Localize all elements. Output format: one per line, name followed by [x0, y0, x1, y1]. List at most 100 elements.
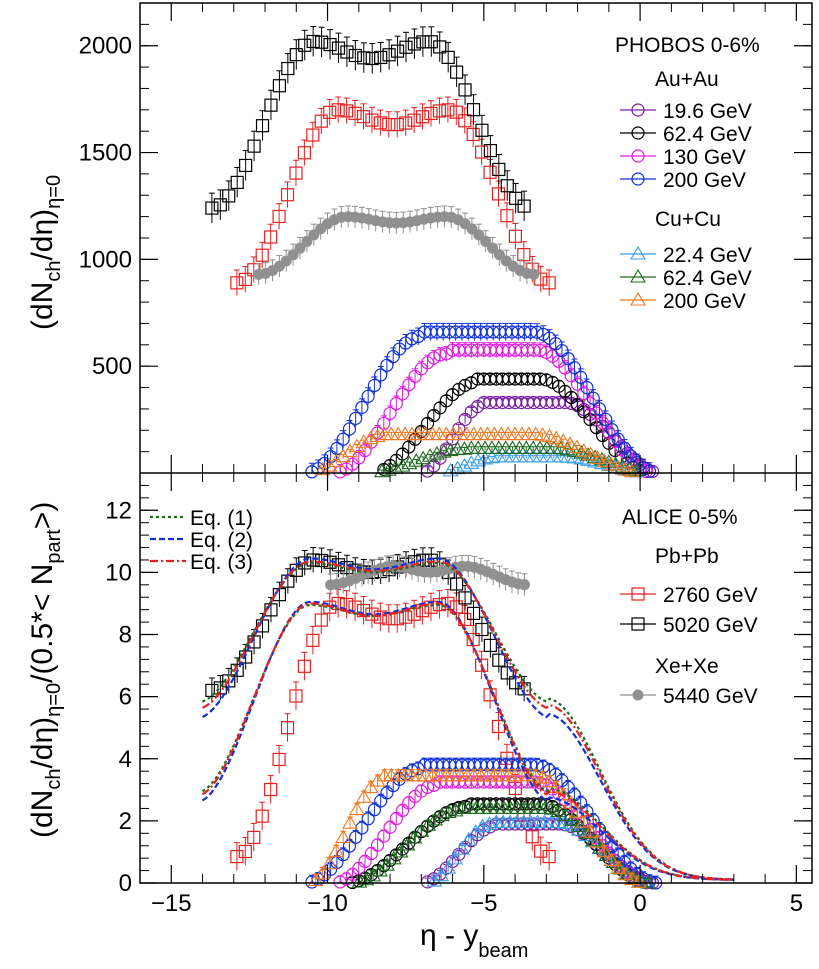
data-point — [328, 843, 345, 857]
data-point — [500, 209, 514, 223]
data-point — [374, 50, 388, 65]
data-point — [298, 38, 312, 52]
data-point — [340, 104, 354, 118]
data-point — [374, 794, 388, 808]
data-point — [603, 852, 620, 867]
curve-2-band-1 — [201, 600, 734, 881]
data-point — [481, 816, 498, 830]
top-panel-title: PHOBOS 0-6% — [615, 34, 760, 57]
legend-marker-top-1 — [620, 126, 656, 140]
data-point — [602, 425, 616, 439]
data-point — [342, 815, 358, 829]
data-point — [394, 458, 411, 472]
data-point — [450, 577, 464, 591]
y-tick-label: 500 — [92, 353, 132, 380]
data-point — [492, 162, 506, 177]
data-point — [222, 189, 236, 203]
data-point — [280, 188, 295, 202]
data-point — [480, 235, 492, 247]
y-tick-label: 6 — [119, 684, 132, 711]
data-point — [230, 849, 244, 864]
data-point — [458, 83, 472, 97]
data-point — [458, 114, 472, 128]
data-point — [640, 874, 657, 889]
data-point — [570, 822, 587, 836]
data-point — [399, 40, 413, 54]
data-point — [230, 175, 244, 189]
data-point — [424, 553, 438, 567]
data-point — [369, 428, 386, 442]
data-point — [314, 461, 331, 476]
data-point — [589, 450, 606, 464]
data-point — [230, 276, 244, 290]
data-point — [517, 247, 531, 262]
data-point — [550, 803, 567, 818]
data-point — [355, 789, 372, 803]
data-point — [542, 276, 556, 290]
data-point — [426, 872, 443, 887]
data-point — [390, 44, 405, 58]
data-point — [377, 829, 391, 843]
data-point — [373, 463, 390, 478]
data-point — [562, 436, 579, 450]
data-point — [433, 40, 447, 54]
legend-au200-label: 200 GeV — [663, 169, 746, 192]
curve-3-band-1 — [201, 602, 734, 881]
legend-symbol — [631, 126, 645, 140]
data-point — [564, 812, 581, 827]
data-point — [617, 866, 634, 881]
x-tick-label: −15 — [151, 890, 192, 917]
data-point — [389, 812, 403, 826]
data-point — [289, 48, 303, 62]
legend-symbol — [632, 689, 644, 701]
data-point — [589, 406, 603, 420]
data-point — [432, 104, 447, 118]
data-point — [596, 453, 613, 468]
data-point — [306, 34, 320, 49]
data-point — [342, 422, 357, 436]
data-point — [287, 249, 299, 261]
data-point — [450, 65, 464, 79]
data-point — [205, 201, 219, 215]
data-point — [238, 272, 252, 286]
data-point — [247, 830, 261, 845]
data-point — [314, 35, 329, 49]
data-point — [380, 462, 397, 476]
data-point — [323, 37, 337, 52]
legend-cu200-label: 200 GeV — [663, 290, 746, 313]
data-point — [331, 103, 345, 117]
plot-frame — [139, 2, 813, 884]
data-point — [323, 105, 337, 119]
cu-legend-title: Cu+Cu — [655, 208, 721, 231]
data-point — [518, 579, 530, 591]
legend-symbol — [630, 268, 646, 283]
data-point — [389, 396, 403, 411]
data-point — [289, 689, 303, 703]
data-point — [557, 815, 574, 829]
au-legend-title: Au+Au — [655, 68, 719, 91]
data-point — [599, 412, 613, 427]
data-point — [528, 268, 540, 280]
data-point — [428, 445, 445, 460]
data-point — [475, 145, 489, 159]
data-point — [272, 752, 286, 767]
data-point — [382, 48, 396, 62]
data-point — [336, 848, 350, 862]
x-tick-label: 0 — [633, 890, 646, 917]
series-9-cu-cu-200-gev — [307, 767, 647, 888]
data-point — [509, 191, 523, 205]
legend-eq3-label: Eq. (3) — [190, 551, 253, 574]
y-tick-label: 10 — [105, 559, 132, 586]
legend-marker-top-2 — [620, 149, 656, 163]
y-tick-label: 0 — [119, 870, 132, 897]
y-tick-label: 12 — [105, 497, 132, 524]
legend-marker-top-0 — [620, 103, 656, 117]
data-point — [321, 855, 338, 870]
data-point — [399, 836, 416, 851]
data-point — [477, 450, 494, 465]
data-point — [416, 35, 430, 49]
data-point — [361, 812, 375, 826]
data-point — [594, 451, 610, 466]
data-point — [442, 462, 459, 477]
xe-legend-title: Xe+Xe — [655, 655, 719, 678]
